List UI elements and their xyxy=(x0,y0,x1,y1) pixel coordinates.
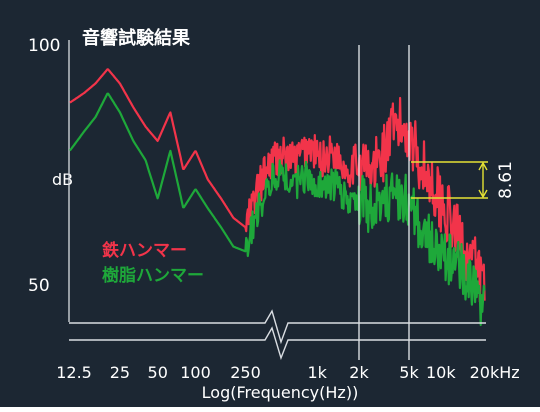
difference-annotation: 8.61 xyxy=(411,161,516,199)
y-tick-label: 100 xyxy=(28,36,60,56)
legend-item: 樹脂ハンマー xyxy=(102,265,204,286)
x-tick-labels: 12.5 25 50 100 250 1k 2k 5k 10k 20kHz xyxy=(56,363,519,382)
x-tick-label: 2k xyxy=(349,363,369,382)
x-tick-label: 10k xyxy=(426,363,456,382)
y-axis-label: dB xyxy=(52,170,73,189)
axis-break-upper xyxy=(69,309,486,345)
x-axis-label: Log(Frequency(Hz)) xyxy=(202,383,359,402)
legend-item: 鉄ハンマー xyxy=(102,240,187,261)
x-tick-label: 250 xyxy=(230,363,261,382)
x-tick-label: 20kHz xyxy=(470,363,520,382)
y-tick-labels: 100 50 xyxy=(28,36,60,296)
x-tick-label: 50 xyxy=(148,363,168,382)
series-line xyxy=(69,68,486,303)
vertical-gridlines xyxy=(358,45,410,360)
x-tick-label: 25 xyxy=(110,363,130,382)
chart-title: 音響試験結果 xyxy=(82,27,191,49)
annotation-arrow-down xyxy=(478,189,488,199)
series-layer xyxy=(69,68,486,327)
annotation-arrow-up xyxy=(478,161,488,171)
annotation-value: 8.61 xyxy=(496,161,516,199)
x-tick-label: 12.5 xyxy=(56,363,92,382)
y-tick-label: 50 xyxy=(28,276,50,296)
x-tick-label: 1k xyxy=(307,363,327,382)
x-tick-label: 5k xyxy=(399,363,419,382)
axis-break-lower xyxy=(69,326,486,361)
x-tick-label: 100 xyxy=(180,363,211,382)
series-line xyxy=(69,92,486,327)
x-axis-break xyxy=(69,309,486,361)
